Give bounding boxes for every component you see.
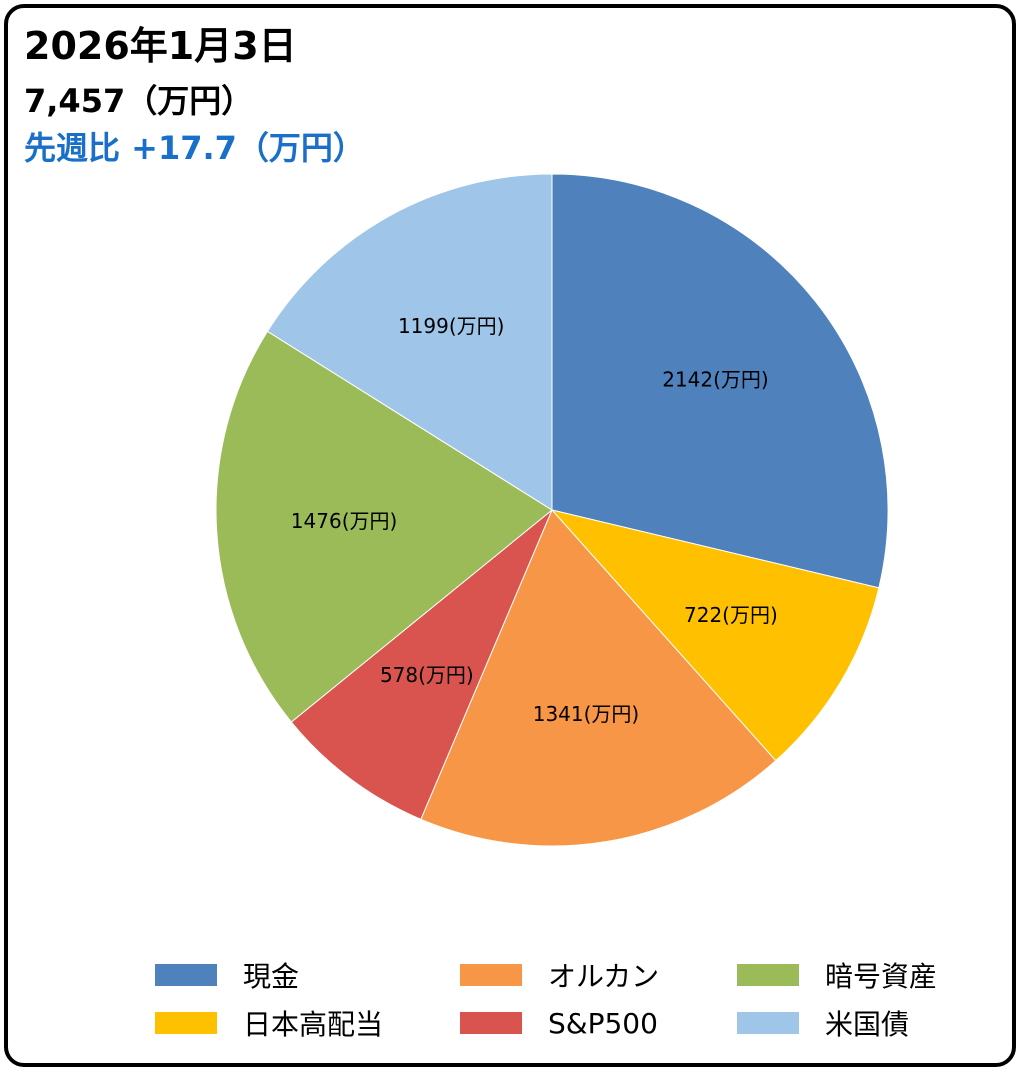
- data-label-us-treasury: 1199(万円): [398, 314, 505, 338]
- data-label-crypto: 1476(万円): [291, 509, 398, 533]
- legend-item-sp500: S&P500: [460, 1003, 658, 1043]
- legend-item-cash: 現金: [155, 955, 299, 995]
- legend-label-cash: 現金: [243, 960, 300, 993]
- chart-date-title: 2026年1月3日: [24, 24, 297, 68]
- pie-slice-sp500: [290, 509, 553, 820]
- legend-swatch-sp500: [460, 1012, 522, 1034]
- legend-item-all-country: オルカン: [460, 955, 659, 995]
- pie-slice-all-country: [420, 509, 777, 847]
- legend-label-all-country: オルカン: [548, 960, 660, 993]
- pie-data-labels: 2142(万円) 722(万円) 1341(万円) 578(万円) 1476(万円) 11…: [291, 314, 778, 726]
- data-label-cash: 2142(万円): [662, 367, 769, 391]
- legend-label-japan-dividend: 日本高配当: [243, 1008, 384, 1041]
- data-label-sp500: 578(万円): [380, 663, 474, 687]
- weekly-change: 先週比 +17.7（万円）: [24, 129, 365, 167]
- legend: 現金 オルカン 暗号資産 日本高配当 S&P500 米国債: [155, 955, 975, 1055]
- legend-item-crypto: 暗号資産: [737, 955, 937, 995]
- pie-slice-us-treasury: [266, 173, 553, 511]
- legend-swatch-japan-dividend: [155, 1012, 217, 1034]
- legend-label-sp500: S&P500: [548, 1006, 658, 1040]
- pie-slice-japan-dividend: [550, 509, 880, 762]
- legend-item-japan-dividend: 日本高配当: [155, 1003, 383, 1043]
- total-value: 7,457（万円）: [24, 82, 254, 120]
- legend-item-us-treasury: 米国債: [737, 1003, 909, 1043]
- legend-swatch-us-treasury: [737, 1012, 799, 1034]
- data-label-japan-dividend: 722(万円): [684, 603, 778, 627]
- data-label-all-country: 1341(万円): [533, 702, 640, 726]
- legend-swatch-crypto: [737, 964, 799, 986]
- pie-slice-cash: [551, 173, 889, 589]
- pie-slice-crypto: [215, 330, 553, 723]
- legend-label-crypto: 暗号資産: [825, 960, 938, 993]
- legend-label-us-treasury: 米国債: [825, 1008, 910, 1041]
- legend-swatch-cash: [155, 964, 217, 986]
- legend-swatch-all-country: [460, 964, 522, 986]
- pie-slices: [215, 173, 889, 847]
